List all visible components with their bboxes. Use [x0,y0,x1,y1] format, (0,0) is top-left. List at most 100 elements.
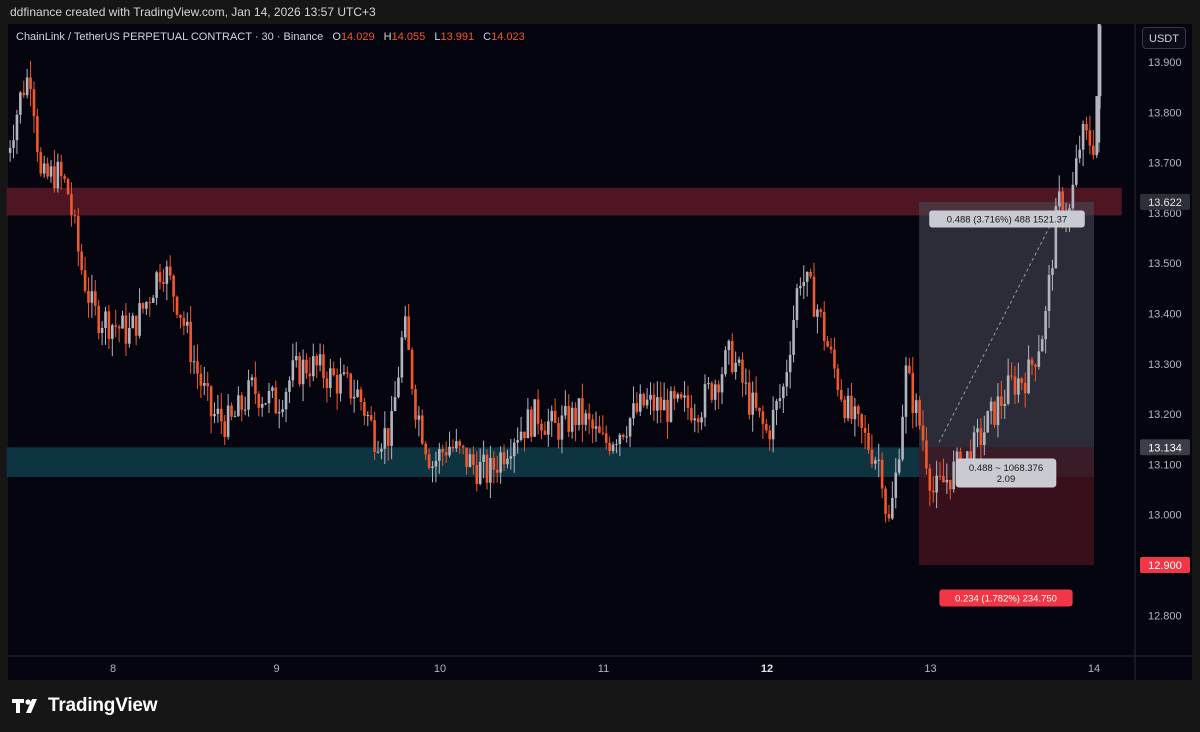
candle-body [727,340,731,351]
candle-body [771,409,775,440]
candle-body [543,430,547,435]
candle-body [799,286,802,289]
candle-body [189,321,192,363]
candle-body [519,431,523,441]
candle-body [509,456,513,459]
candle-body [199,373,203,386]
candle-body [117,326,121,329]
candle-body [928,468,932,491]
candle-body [676,394,680,399]
candle-body [332,368,336,376]
candle-body [686,395,690,408]
target-label-box [929,210,1085,228]
candle-body [805,271,809,282]
candle-body [979,428,983,446]
candle-body [1054,206,1058,269]
candle-body [693,418,697,421]
candle-body [765,423,768,431]
open-value: 14.029 [340,31,375,43]
candle-body [533,399,536,437]
symbol-legend: ChainLink / TetherUS PERPETUAL CONTRACT … [16,31,525,43]
candle-body [294,356,298,361]
candle-body [482,454,485,462]
candle-body [938,475,942,477]
candle-body [540,423,543,431]
candle-body [802,281,806,287]
candle-body [628,418,632,437]
tradingview-brand[interactable]: TradingView [12,695,158,717]
candle-body [356,389,359,397]
candle-body [1034,364,1037,367]
candle-body [458,441,462,446]
candle-body [427,454,431,468]
price-tick-label: 13.600 [1148,208,1182,220]
candle-body [747,382,751,415]
candle-body [1085,123,1088,131]
candle-body [455,441,458,449]
time-tick-label: 9 [273,663,279,675]
candle-body [42,163,46,174]
candle-body [1013,376,1017,395]
candle-body [983,432,986,446]
candle-body [155,272,158,298]
candle-body [564,406,567,416]
candle-body [220,408,223,422]
candle-body [342,372,346,375]
candle-body [812,276,816,317]
candle-body [775,401,778,410]
candle-body [635,403,639,412]
candle-body [1037,351,1041,367]
candle-body [986,411,990,433]
candle-body [914,400,918,414]
candle-body [461,445,465,448]
candle-body [196,361,199,374]
candle-body [836,368,840,390]
candle-body [25,77,29,96]
candle-body [403,316,407,338]
candle-body [243,409,247,411]
candle-body [788,354,792,373]
candle-body [271,387,274,391]
candle-body [567,406,571,432]
candle-body [66,178,70,195]
candles-group [8,24,1102,523]
candle-body [553,410,557,423]
candle-body [570,407,574,432]
candle-body [989,401,993,412]
candle-body [383,428,387,449]
candle-body [839,389,843,400]
candle-body [315,356,318,366]
candle-body [329,368,332,388]
candle-body [778,398,782,402]
candle-body [1057,191,1061,207]
candle-body [444,452,448,456]
candle-body [36,116,39,153]
candle-body [495,469,499,473]
candle-body [1097,24,1101,143]
candle-body [809,271,812,277]
candle-body [322,354,325,379]
candle-body [638,393,642,412]
price-tick-label: 13.300 [1148,359,1182,371]
candle-body [516,440,519,443]
candle-body [710,383,714,400]
candle-body [485,454,489,483]
position-path-line [938,203,1062,443]
candle-body [935,475,938,493]
candle-body [478,461,482,484]
candle-body [346,372,349,374]
candle-body [87,290,90,303]
brand-name: TradingView [48,695,158,716]
candle-body [972,432,976,471]
candle-body [151,297,155,303]
price-tick-label: 13.000 [1148,510,1182,522]
candle-body [547,421,550,435]
candle-body [233,416,237,418]
candle-body [758,407,761,412]
candle-body [468,454,472,467]
candle-body [162,281,165,284]
currency-unit-button[interactable]: USDT [1142,27,1186,49]
close-value: 14.023 [491,31,525,43]
price-badge-target [1140,193,1190,210]
